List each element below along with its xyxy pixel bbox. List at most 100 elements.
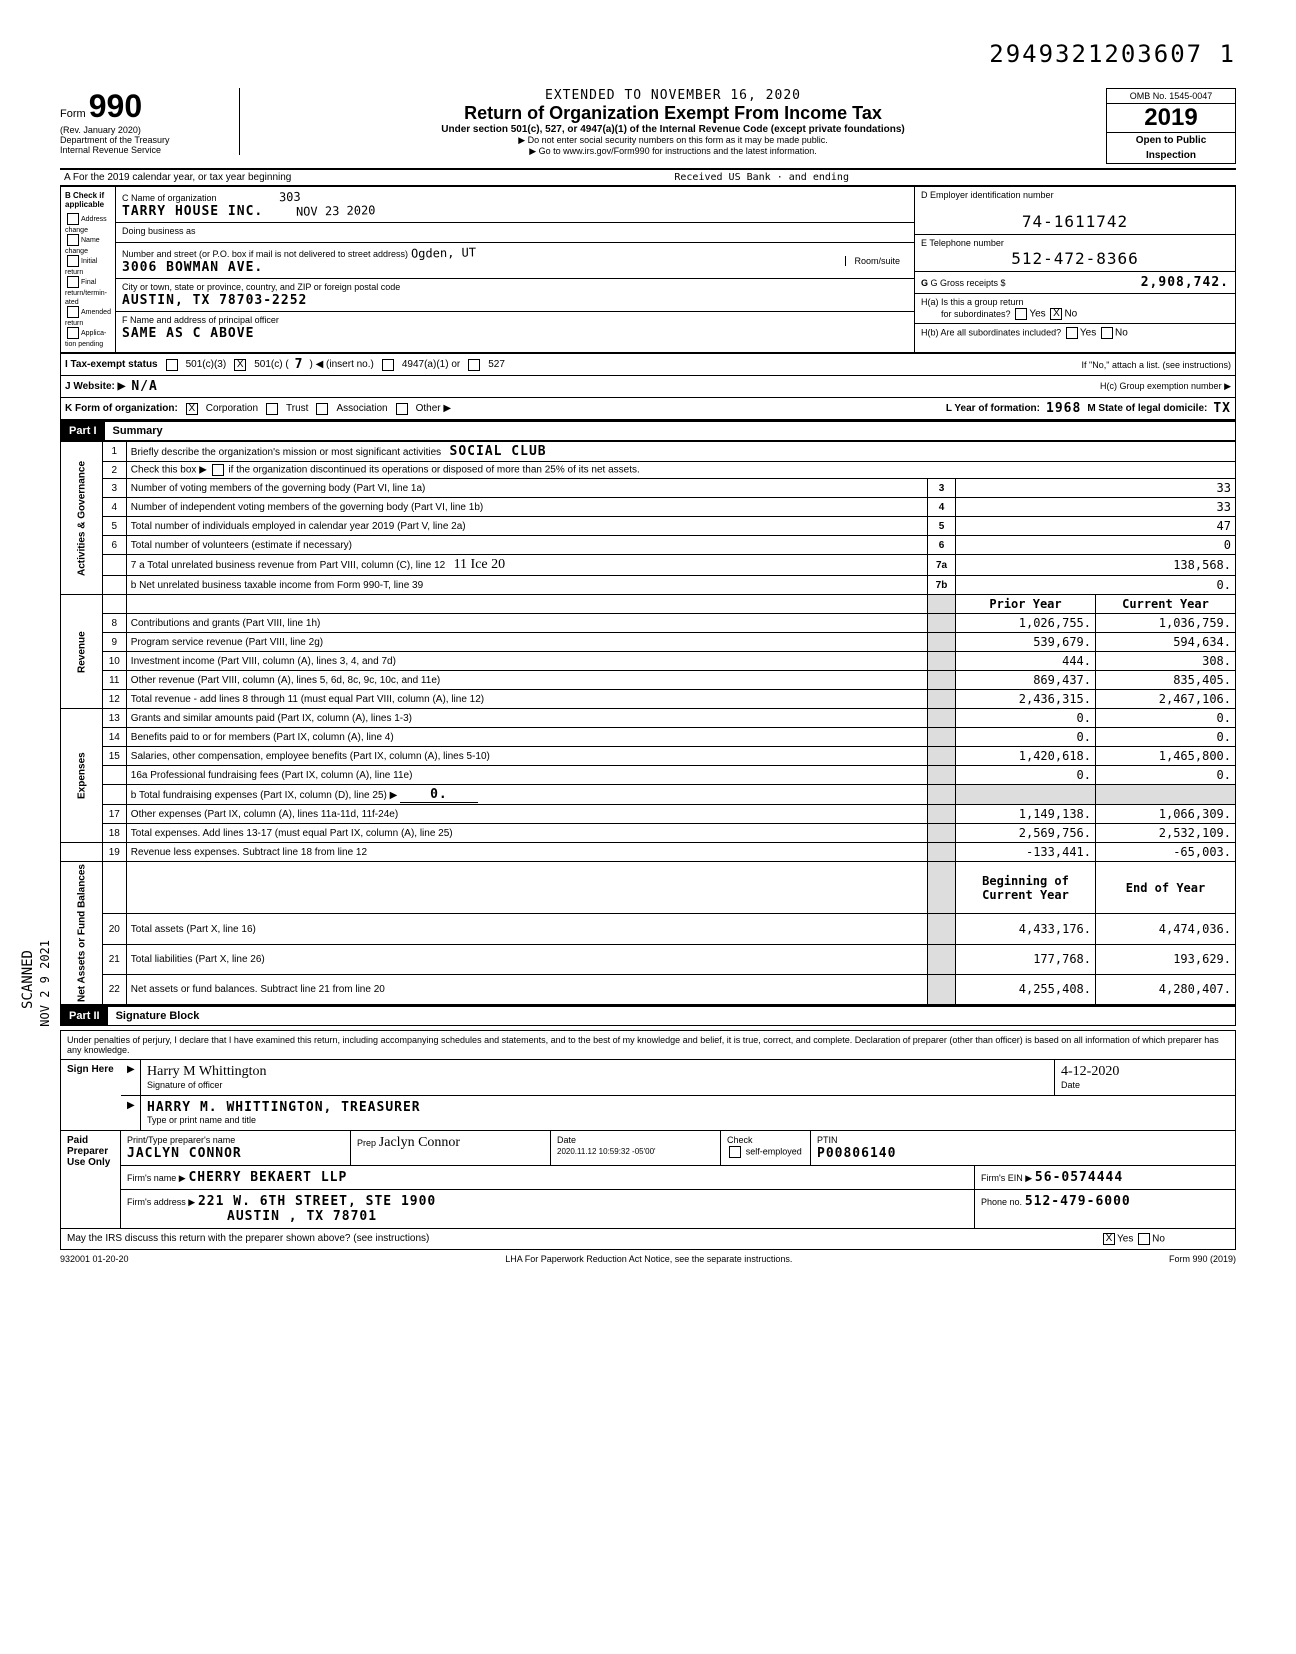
chk-amended[interactable] [67, 306, 79, 318]
i-527: 527 [488, 359, 505, 370]
year-box: OMB No. 1545-0047 20201919 Open to Publi… [1106, 88, 1236, 164]
chk-other[interactable] [396, 403, 408, 415]
addr: 3006 BOWMAN AVE. [122, 260, 263, 275]
c21: 193,629. [1096, 944, 1236, 974]
hb-no[interactable] [1101, 327, 1113, 339]
line12: Total revenue - add lines 8 through 11 (… [126, 690, 927, 709]
line19: Revenue less expenses. Subtract line 18 … [126, 843, 927, 862]
status-row-i: I Tax-exempt status 501(c)(3) X501(c) ( … [60, 353, 1236, 376]
side-rev: Revenue [61, 595, 103, 709]
line6: Total number of volunteers (estimate if … [126, 536, 927, 555]
current-year: Current Year [1096, 595, 1236, 614]
chk-trust[interactable] [266, 403, 278, 415]
sig-date-label: Date [1061, 1080, 1080, 1090]
officer-name: HARRY M. WHITTINGTON, TREASURER [147, 1100, 421, 1115]
chk-final[interactable] [67, 276, 79, 288]
i-4947: 4947(a)(1) or [402, 359, 460, 370]
gross: 2,908,742. [1141, 275, 1229, 290]
paid-prep: Paid Preparer Use Only [61, 1131, 121, 1228]
line2-rest: if the organization discontinued its ope… [228, 465, 639, 476]
inspection: Inspection [1107, 148, 1235, 163]
f-label: F Name and address of principal officer [122, 315, 279, 325]
c17: 1,066,309. [1096, 805, 1236, 824]
line4: Number of independent voting members of … [126, 498, 927, 517]
chk-4947[interactable] [382, 359, 394, 371]
chk-assoc[interactable] [316, 403, 328, 415]
line18: Total expenses. Add lines 13-17 (must eq… [126, 824, 927, 843]
side-net: Net Assets or Fund Balances [61, 862, 103, 1005]
k-other: Other ▶ [416, 403, 451, 414]
p20: 4,433,176. [956, 914, 1096, 944]
row-a-mid: Received US Bank · and ending [291, 172, 1232, 183]
line20: Total assets (Part X, line 16) [126, 914, 927, 944]
no2: No [1115, 328, 1128, 339]
v5: 47 [956, 517, 1236, 536]
line16b: b Total fundraising expenses (Part IX, c… [131, 790, 398, 801]
chk-irs-yes[interactable]: X [1103, 1233, 1115, 1245]
chk-address[interactable] [67, 213, 79, 225]
chk-name[interactable] [67, 234, 79, 246]
part1-header: Part I Summary [60, 420, 1236, 441]
main-title: Return of Organization Exempt From Incom… [250, 103, 1096, 124]
p15: 1,420,618. [956, 747, 1096, 766]
ha-yes[interactable] [1015, 308, 1027, 320]
may-irs: May the IRS discuss this return with the… [61, 1229, 1095, 1249]
instr1: ▶ Do not enter social security numbers o… [250, 135, 1096, 146]
p8: 1,026,755. [956, 614, 1096, 633]
col-d: D Employer identification number 74-1611… [915, 187, 1235, 352]
phone: 512-472-8366 [921, 249, 1229, 268]
chk-irs-no[interactable] [1138, 1233, 1150, 1245]
c19: -65,003. [1096, 843, 1236, 862]
c-label: C Name of organization [122, 193, 217, 203]
sig-date-val: 4-12-2020 [1061, 1064, 1119, 1079]
k-assoc: Association [336, 403, 387, 414]
chk-527[interactable] [468, 359, 480, 371]
firm-name: CHERRY BEKAERT LLP [188, 1170, 347, 1185]
firm-ein: 56-0574444 [1035, 1170, 1123, 1185]
line17: Other expenses (Part IX, column (A), lin… [126, 805, 927, 824]
chk-501c3[interactable] [166, 359, 178, 371]
p10: 444. [956, 652, 1096, 671]
summary-grid: Activities & Governance 1 Briefly descri… [60, 441, 1236, 1005]
yes3: Yes [1117, 1234, 1133, 1245]
line3: Number of voting members of the governin… [126, 479, 927, 498]
form-header: Form 990 (Rev. January 2020) Department … [60, 88, 1236, 164]
chk-app[interactable] [67, 327, 79, 339]
sig-block-label: Signature Block [108, 1007, 208, 1025]
line10: Investment income (Part VIII, column (A)… [126, 652, 927, 671]
k-trust: Trust [286, 403, 308, 414]
chk-line2[interactable] [212, 464, 224, 476]
c16a: 0. [1096, 766, 1236, 785]
line15: Salaries, other compensation, employee b… [126, 747, 927, 766]
sign-here: Sign Here [61, 1060, 121, 1130]
city: AUSTIN, TX 78703-2252 [122, 293, 307, 308]
chk-501c[interactable]: X [234, 359, 246, 371]
ha-no[interactable]: X [1050, 308, 1062, 320]
ha-label: H(a) Is this a group return [921, 297, 1024, 307]
v4: 33 [956, 498, 1236, 517]
scan-date: NOV 2 9 2021 [38, 940, 52, 1027]
row-a: A For the 2019 calendar year, or tax yea… [60, 170, 1236, 186]
hb-note: If "No," attach a list. (see instruction… [1082, 360, 1231, 370]
prep-name: JACLYN CONNOR [127, 1146, 242, 1161]
chk-corp[interactable]: X [186, 403, 198, 415]
line13: Grants and similar amounts paid (Part IX… [126, 709, 927, 728]
line8: Contributions and grants (Part VIII, lin… [126, 614, 927, 633]
i-501c3: 501(c)(3) [186, 359, 227, 370]
yes2: Yes [1080, 328, 1096, 339]
title-box: EXTENDED TO NOVEMBER 16, 2020 Return of … [250, 88, 1096, 157]
boy: Beginning of Current Year [956, 862, 1096, 914]
c15: 1,465,800. [1096, 747, 1236, 766]
side-gov: Activities & Governance [61, 442, 103, 595]
i-insert: ) ◀ (insert no.) [309, 359, 373, 370]
g-label: G Gross receipts $ [931, 278, 1006, 288]
form-rev: (Rev. January 2020) [60, 125, 231, 135]
chk-initial[interactable] [67, 255, 79, 267]
hb-yes[interactable] [1066, 327, 1078, 339]
footer-form: Form 990 (2019) [1169, 1254, 1236, 1264]
print-prep: Print/Type preparer's name [127, 1135, 235, 1145]
line16b-val: 0. [400, 787, 478, 803]
chk-self-emp[interactable] [729, 1146, 741, 1158]
stamp-date: NOV 23 2020 [296, 203, 376, 218]
p22: 4,255,408. [956, 974, 1096, 1004]
